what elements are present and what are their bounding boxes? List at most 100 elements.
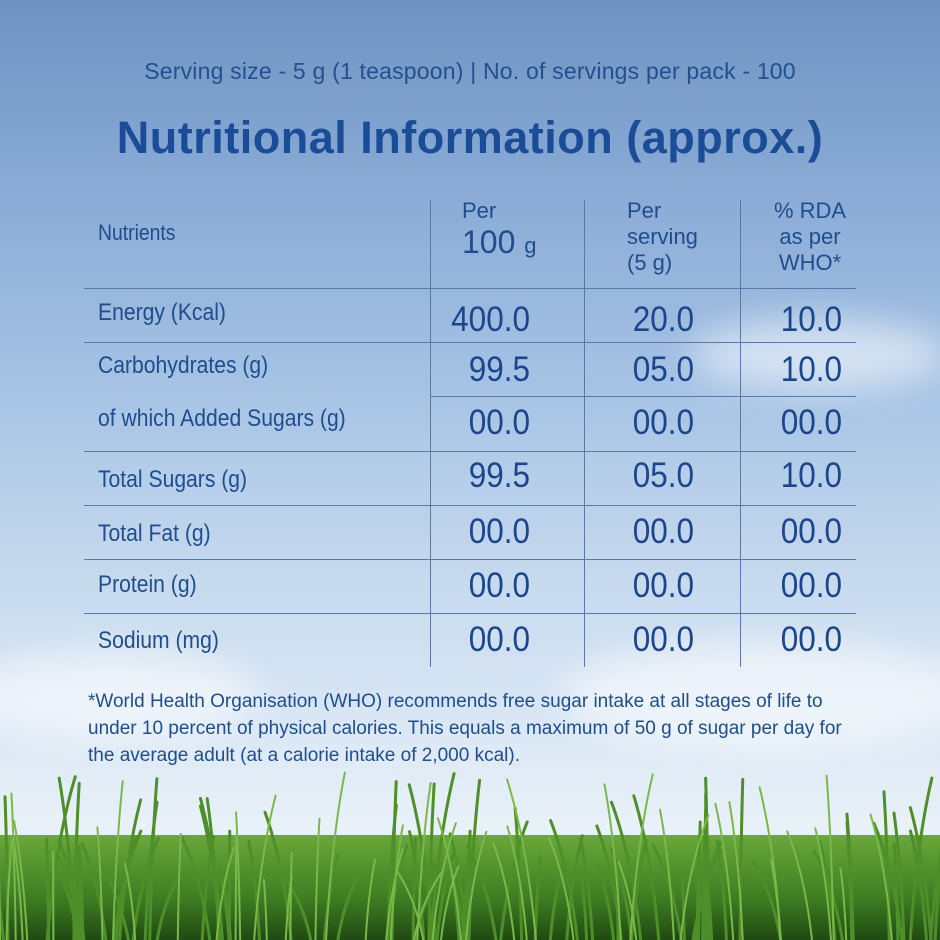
value-carbohydrates-per100: 99.5 bbox=[468, 350, 530, 389]
header-rda-line3: WHO* bbox=[778, 250, 842, 275]
column-divider bbox=[430, 200, 431, 667]
grass-blade bbox=[218, 865, 233, 940]
row-divider bbox=[430, 396, 856, 397]
grass-blade bbox=[408, 830, 426, 940]
value-total-sugars-per100: 99.5 bbox=[468, 456, 530, 495]
value-energy-per100: 400.0 bbox=[451, 300, 530, 339]
grass-blade bbox=[435, 850, 456, 940]
grass-blade bbox=[411, 837, 418, 940]
row-divider bbox=[84, 288, 856, 289]
grass-blade bbox=[728, 801, 744, 940]
grass-blade bbox=[389, 824, 404, 940]
grass-blade bbox=[432, 861, 437, 940]
value-added-sugars-serving: 00.0 bbox=[632, 403, 694, 442]
value-sodium-per100: 00.0 bbox=[468, 620, 530, 659]
value-sodium-rda: 00.0 bbox=[780, 620, 842, 659]
row-divider bbox=[84, 342, 856, 343]
grass-blade bbox=[814, 827, 833, 940]
grass-blade bbox=[96, 826, 104, 940]
grass-blade bbox=[465, 830, 488, 940]
grass-blade bbox=[547, 836, 575, 940]
grass-blade bbox=[80, 842, 108, 940]
grass-blade bbox=[123, 862, 137, 940]
page-title: Nutritional Information (approx.) bbox=[116, 112, 824, 163]
grass-blade bbox=[262, 878, 268, 940]
value-total-sugars-serving: 05.0 bbox=[632, 456, 694, 495]
row-label-total-fat: Total Fat (g) bbox=[98, 520, 211, 547]
grass-blade bbox=[499, 820, 529, 940]
grass-blade bbox=[679, 814, 710, 940]
grass-blade bbox=[506, 778, 537, 940]
value-total-fat-serving: 00.0 bbox=[632, 512, 694, 551]
grass-blade bbox=[234, 834, 238, 940]
grass-blade bbox=[180, 835, 212, 940]
row-label-added-sugars: of which Added Sugars (g) bbox=[98, 405, 346, 432]
header-per-100g-line1: Per bbox=[462, 198, 497, 223]
grass-blade bbox=[579, 869, 589, 940]
grass-blade bbox=[869, 813, 893, 940]
grass-blade bbox=[57, 870, 80, 940]
cloud-shape bbox=[560, 640, 940, 750]
header-nutrients: Nutrients bbox=[98, 220, 176, 245]
value-total-fat-per100: 00.0 bbox=[468, 512, 530, 551]
header-per-100g-amount: 100 bbox=[462, 224, 516, 260]
grass-blade bbox=[738, 777, 745, 940]
grass-blade bbox=[629, 773, 654, 940]
grass-blade bbox=[0, 897, 5, 940]
grass-blade bbox=[439, 865, 460, 940]
grass-blade bbox=[565, 834, 584, 940]
footnote-line-2: under 10 percent of physical calories. T… bbox=[88, 718, 842, 739]
grass-blade bbox=[908, 806, 933, 940]
footnote-line-3: the average adult (at a calorie intake o… bbox=[88, 745, 520, 766]
grass-blade bbox=[336, 870, 363, 940]
row-label-energy: Energy (Kcal) bbox=[98, 299, 226, 326]
grass-blade bbox=[603, 783, 622, 940]
grass-blade bbox=[364, 858, 377, 940]
grass-blade bbox=[5, 839, 13, 940]
grass-blade bbox=[492, 842, 516, 940]
grass-blade bbox=[253, 794, 277, 940]
grass-blade bbox=[506, 825, 528, 940]
grass-blade bbox=[839, 867, 848, 940]
value-added-sugars-per100: 00.0 bbox=[468, 403, 530, 442]
grass-blade bbox=[247, 839, 262, 940]
grass-blade bbox=[770, 859, 782, 940]
grass-blade bbox=[57, 855, 83, 940]
grass-blade bbox=[10, 792, 17, 940]
grass-blade bbox=[513, 806, 524, 940]
value-carbohydrates-rda: 10.0 bbox=[780, 350, 842, 389]
grass-blade bbox=[680, 867, 686, 940]
row-divider bbox=[84, 451, 856, 452]
grass-blade bbox=[97, 860, 130, 940]
value-total-fat-rda: 00.0 bbox=[780, 512, 842, 551]
grass-blade bbox=[448, 871, 461, 940]
row-divider bbox=[84, 559, 856, 560]
footnote-line-1: *World Health Organisation (WHO) recomme… bbox=[88, 691, 823, 712]
value-protein-per100: 00.0 bbox=[468, 566, 530, 605]
value-energy-rda: 10.0 bbox=[780, 300, 842, 339]
value-protein-serving: 00.0 bbox=[632, 566, 694, 605]
sugarcane-field-image bbox=[0, 765, 940, 940]
grass-blade bbox=[825, 774, 835, 940]
grass-blade bbox=[714, 802, 735, 940]
row-label-total-sugars: Total Sugars (g) bbox=[98, 466, 248, 493]
value-carbohydrates-serving: 05.0 bbox=[632, 350, 694, 389]
header-rda-line1: % RDA bbox=[773, 198, 847, 223]
serving-size-line: Serving size - 5 g (1 teaspoon) | No. of… bbox=[144, 58, 796, 84]
grass-blade bbox=[412, 870, 444, 940]
grass-blade bbox=[659, 808, 675, 940]
row-label-sodium: Sodium (mg) bbox=[98, 627, 219, 654]
grass-blade bbox=[595, 863, 616, 940]
grass-blade bbox=[872, 821, 904, 940]
grass-blade bbox=[427, 782, 436, 940]
header-per-serving: Per serving (5 g) bbox=[627, 198, 767, 276]
value-sodium-serving: 00.0 bbox=[632, 620, 694, 659]
grass-blade bbox=[215, 846, 235, 940]
grass-blade bbox=[892, 842, 900, 940]
column-divider bbox=[740, 200, 741, 667]
grass-blade bbox=[786, 830, 814, 940]
grass-blade bbox=[155, 878, 180, 940]
header-per-100g: Per 100 g bbox=[462, 198, 572, 264]
cloud-shape bbox=[0, 650, 260, 740]
grass-blade bbox=[933, 852, 940, 940]
